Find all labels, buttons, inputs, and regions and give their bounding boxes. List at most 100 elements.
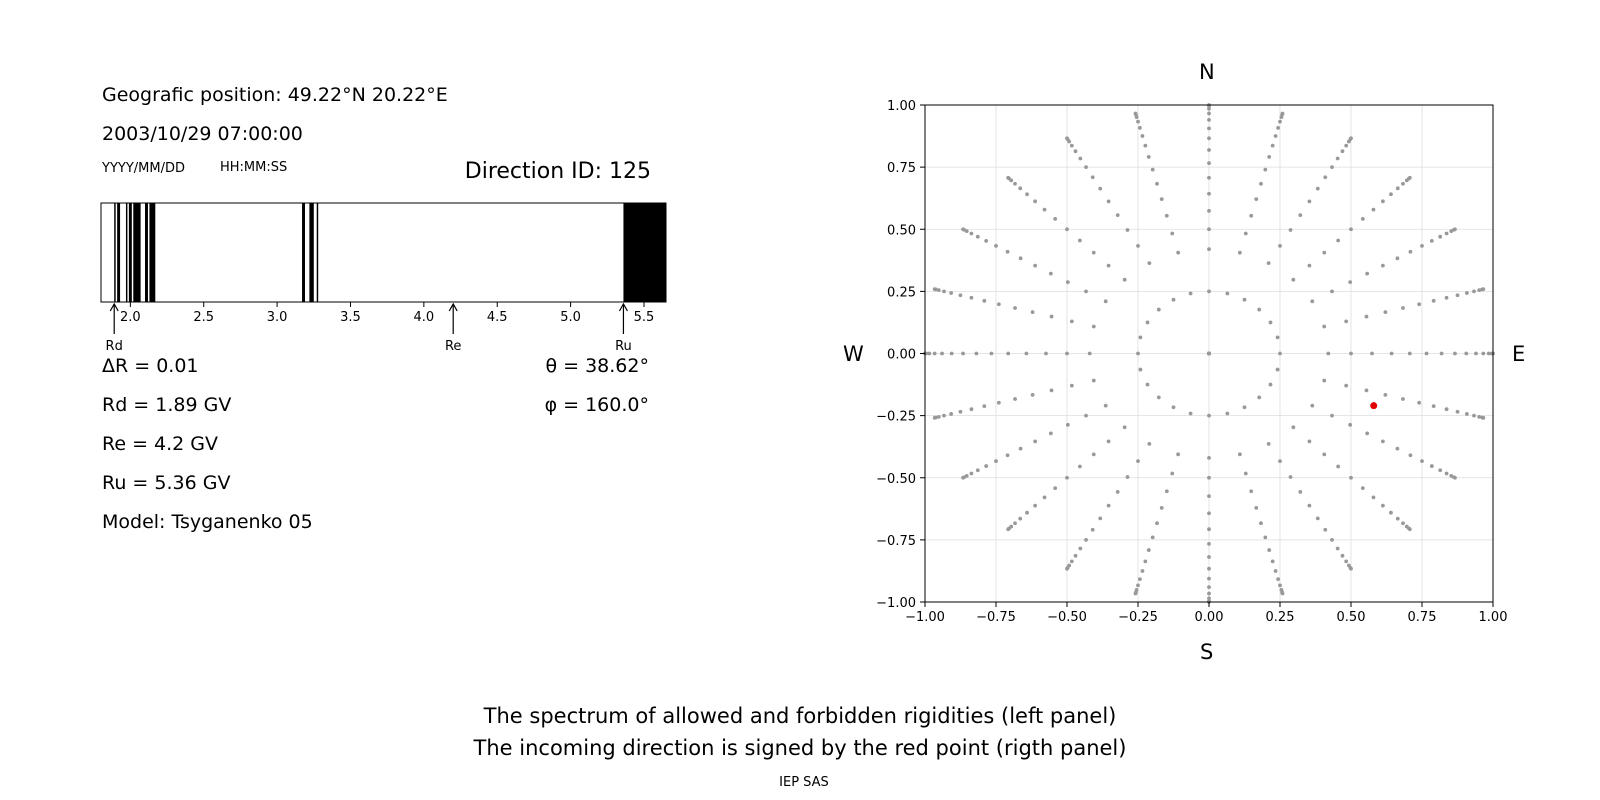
direction-point: [1069, 383, 1074, 388]
direction-point: [949, 291, 954, 295]
forbidden-band: [309, 203, 314, 302]
direction-point: [1381, 503, 1385, 508]
spectrum-tick-label: 4.5: [487, 310, 508, 325]
direction-point: [949, 351, 954, 356]
direction-point: [1249, 489, 1254, 494]
direction-point: [961, 227, 965, 232]
direction-point: [1336, 238, 1341, 243]
direction-point: [1364, 388, 1369, 393]
direction-point: [1444, 295, 1449, 300]
direction-point: [1207, 289, 1211, 294]
direction-point: [1291, 277, 1296, 282]
direction-point: [1417, 302, 1422, 307]
x-tick-label: −0.50: [1047, 610, 1087, 625]
direction-point: [1188, 291, 1193, 296]
direction-point: [1307, 439, 1312, 444]
direction-point: [1024, 351, 1029, 356]
direction-point: [1103, 299, 1108, 304]
direction-point: [932, 287, 937, 292]
direction-point: [1091, 452, 1096, 457]
direction-point: [1143, 143, 1148, 148]
direction-point: [1006, 351, 1011, 356]
direction-point: [1077, 238, 1082, 243]
direction-point: [1207, 413, 1211, 418]
direction-point: [932, 415, 937, 420]
direction-point: [1207, 227, 1211, 232]
direction-point: [1340, 553, 1345, 558]
direction-point: [1084, 165, 1088, 170]
direction-point: [1155, 181, 1159, 186]
re-value: Re = 4.2 GV: [102, 433, 219, 455]
direction-point: [1065, 227, 1069, 232]
direction-point: [1486, 351, 1491, 356]
direction-point: [1145, 320, 1150, 325]
direction-point: [1278, 459, 1282, 464]
spectrum-tick-label: 3.0: [267, 310, 288, 325]
direction-point: [1348, 280, 1353, 285]
direction-point: [1395, 516, 1400, 521]
forbidden-band: [133, 203, 141, 302]
direction-point: [1084, 289, 1088, 294]
direction-point: [1259, 521, 1263, 526]
direction-point: [1025, 192, 1029, 197]
direction-point: [1207, 126, 1211, 131]
direction-point: [1155, 521, 1159, 526]
direction-point: [958, 293, 963, 298]
direction-point: [1098, 516, 1103, 521]
direction-point: [1033, 503, 1037, 508]
direction-point: [1322, 452, 1327, 457]
direction-point: [1444, 231, 1449, 236]
direction-point: [1344, 319, 1349, 324]
direction-point: [1005, 249, 1010, 254]
direction-point: [1136, 243, 1140, 248]
direction-point: [996, 302, 1001, 307]
forbidden-band: [302, 203, 305, 302]
direction-point: [1477, 288, 1482, 293]
direction-point: [1315, 186, 1320, 191]
direction-point: [1140, 134, 1145, 138]
y-tick-label: −0.75: [876, 534, 916, 549]
direction-point: [984, 239, 989, 243]
forbidden-band: [117, 203, 121, 302]
direction-point: [1407, 527, 1412, 532]
direction-point: [1330, 289, 1334, 294]
direction-point: [1207, 576, 1211, 581]
direction-point: [1207, 494, 1211, 499]
direction-point: [1364, 314, 1369, 319]
direction-point: [1147, 441, 1152, 446]
direction-point: [1455, 409, 1460, 414]
direction-point: [1207, 455, 1211, 460]
direction-point: [1267, 548, 1272, 552]
geographic-position: Geografic position: 49.22°N 20.22°E: [102, 84, 448, 106]
direction-point: [1307, 199, 1312, 204]
direction-point: [1207, 118, 1211, 122]
direction-point: [1348, 422, 1353, 427]
direction-point: [1431, 404, 1436, 409]
direction-point: [1395, 446, 1400, 451]
direction-point: [1401, 397, 1405, 401]
direction-point: [936, 288, 941, 293]
delta-r: ΔR = 0.01: [102, 355, 199, 377]
direction-point: [1453, 227, 1457, 232]
x-tick-label: 0.50: [1337, 610, 1366, 625]
direction-point: [1344, 383, 1349, 388]
direction-point: [1084, 413, 1088, 418]
direction-point: [1044, 351, 1048, 356]
y-tick-label: −0.25: [876, 410, 916, 425]
direction-point: [1330, 537, 1334, 542]
direction-point: [982, 404, 987, 409]
direction-point: [1335, 156, 1340, 161]
direction-point: [1030, 392, 1035, 397]
direction-point: [961, 475, 965, 480]
direction-point: [1417, 400, 1422, 405]
direction-point: [1323, 527, 1328, 532]
direction-point: [975, 234, 980, 239]
direction-point: [969, 471, 974, 476]
direction-point: [974, 351, 979, 356]
direction-point: [1018, 516, 1023, 521]
direction-point: [1237, 250, 1242, 255]
direction-point: [1207, 111, 1211, 116]
direction-point: [1106, 503, 1111, 508]
direction-point: [1257, 395, 1262, 400]
direction-point: [1280, 591, 1285, 596]
